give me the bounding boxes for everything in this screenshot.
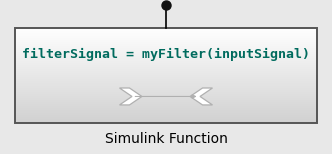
Text: filterSignal = myFilter(inputSignal): filterSignal = myFilter(inputSignal) xyxy=(22,48,309,61)
Polygon shape xyxy=(120,88,142,105)
Polygon shape xyxy=(190,88,212,105)
Bar xyxy=(15,28,317,123)
Text: Simulink Function: Simulink Function xyxy=(105,132,227,146)
